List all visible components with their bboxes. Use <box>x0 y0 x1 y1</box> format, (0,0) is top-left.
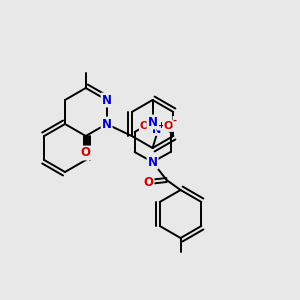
Text: N: N <box>152 125 161 135</box>
Text: N: N <box>148 116 158 128</box>
Text: O: O <box>140 121 149 131</box>
Text: O: O <box>164 121 173 131</box>
Text: O: O <box>144 176 154 188</box>
Text: -: - <box>172 116 177 126</box>
Text: N: N <box>148 155 158 169</box>
Text: N: N <box>102 94 112 106</box>
Text: +: + <box>157 122 164 130</box>
Text: N: N <box>102 118 112 130</box>
Text: O: O <box>81 146 91 160</box>
